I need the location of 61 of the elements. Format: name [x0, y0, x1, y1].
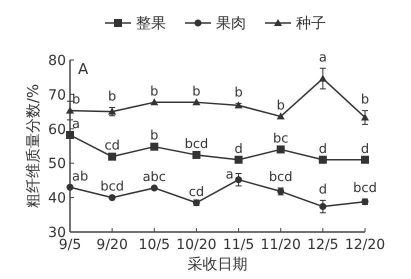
- annotation: d: [234, 142, 243, 157]
- annotation: bcd: [268, 170, 293, 185]
- x-tick-label: 11/5: [222, 237, 254, 253]
- x-tick-label: 9/5: [58, 237, 82, 253]
- annotation: cd: [188, 184, 204, 200]
- x-axis-title: 采收日期: [188, 255, 248, 273]
- point: [276, 145, 285, 154]
- point: [150, 142, 158, 151]
- x-tick-label: 12/20: [344, 237, 386, 253]
- legend-label: 果肉: [216, 14, 246, 32]
- legend-label: 整果: [136, 14, 166, 32]
- annotation: ab: [72, 169, 88, 184]
- annotation: bcd: [100, 180, 124, 195]
- point: [235, 176, 242, 184]
- annotation: A: [78, 60, 89, 78]
- annotation: b: [360, 92, 370, 108]
- y-tick-label: 50: [48, 156, 66, 172]
- annotation: bc: [273, 131, 288, 146]
- annotation: d: [318, 182, 327, 198]
- x-tick-label: 9/20: [96, 237, 128, 253]
- x-tick-label: 10/5: [138, 237, 170, 253]
- annotation: abc: [142, 170, 166, 185]
- point: [234, 156, 243, 164]
- annotation: cd: [104, 138, 120, 154]
- annotation: b: [234, 85, 243, 100]
- x-tick-label: 11/20: [260, 237, 301, 253]
- annotation: b: [276, 98, 285, 114]
- annotation: d: [318, 142, 327, 157]
- x-tick-label: 12/5: [307, 237, 339, 253]
- point: [319, 203, 326, 210]
- point: [66, 184, 74, 191]
- annotation: a: [72, 116, 80, 132]
- annotation: bcd: [184, 136, 208, 152]
- annotation: a: [226, 168, 234, 183]
- annotation: b: [150, 84, 158, 100]
- point: [108, 152, 116, 161]
- y-tick-label: 40: [48, 190, 66, 207]
- point: [192, 98, 200, 106]
- point: [318, 156, 327, 164]
- annotation: a: [318, 50, 327, 66]
- point: [361, 156, 369, 164]
- point: [150, 98, 158, 106]
- annotation: b: [108, 89, 116, 104]
- annotation: bcd: [353, 180, 377, 196]
- point: [192, 150, 200, 159]
- x-tick-label: 10/20: [176, 237, 217, 253]
- legend-label: 种子: [296, 14, 326, 32]
- y-tick-label: 80: [48, 53, 66, 69]
- point: [318, 74, 327, 82]
- annotation: b: [72, 92, 80, 108]
- y-tick-label: 70: [48, 87, 66, 104]
- annotation: b: [150, 128, 158, 144]
- point: [108, 194, 116, 202]
- annotation: b: [192, 84, 201, 100]
- annotation: d: [360, 142, 370, 157]
- y-tick-label: 60: [48, 122, 66, 138]
- point: [276, 112, 285, 120]
- point: [66, 130, 74, 139]
- y-axis-title: 粗纤维质量分数/%: [24, 84, 42, 208]
- point: [66, 106, 74, 114]
- point: [150, 184, 158, 192]
